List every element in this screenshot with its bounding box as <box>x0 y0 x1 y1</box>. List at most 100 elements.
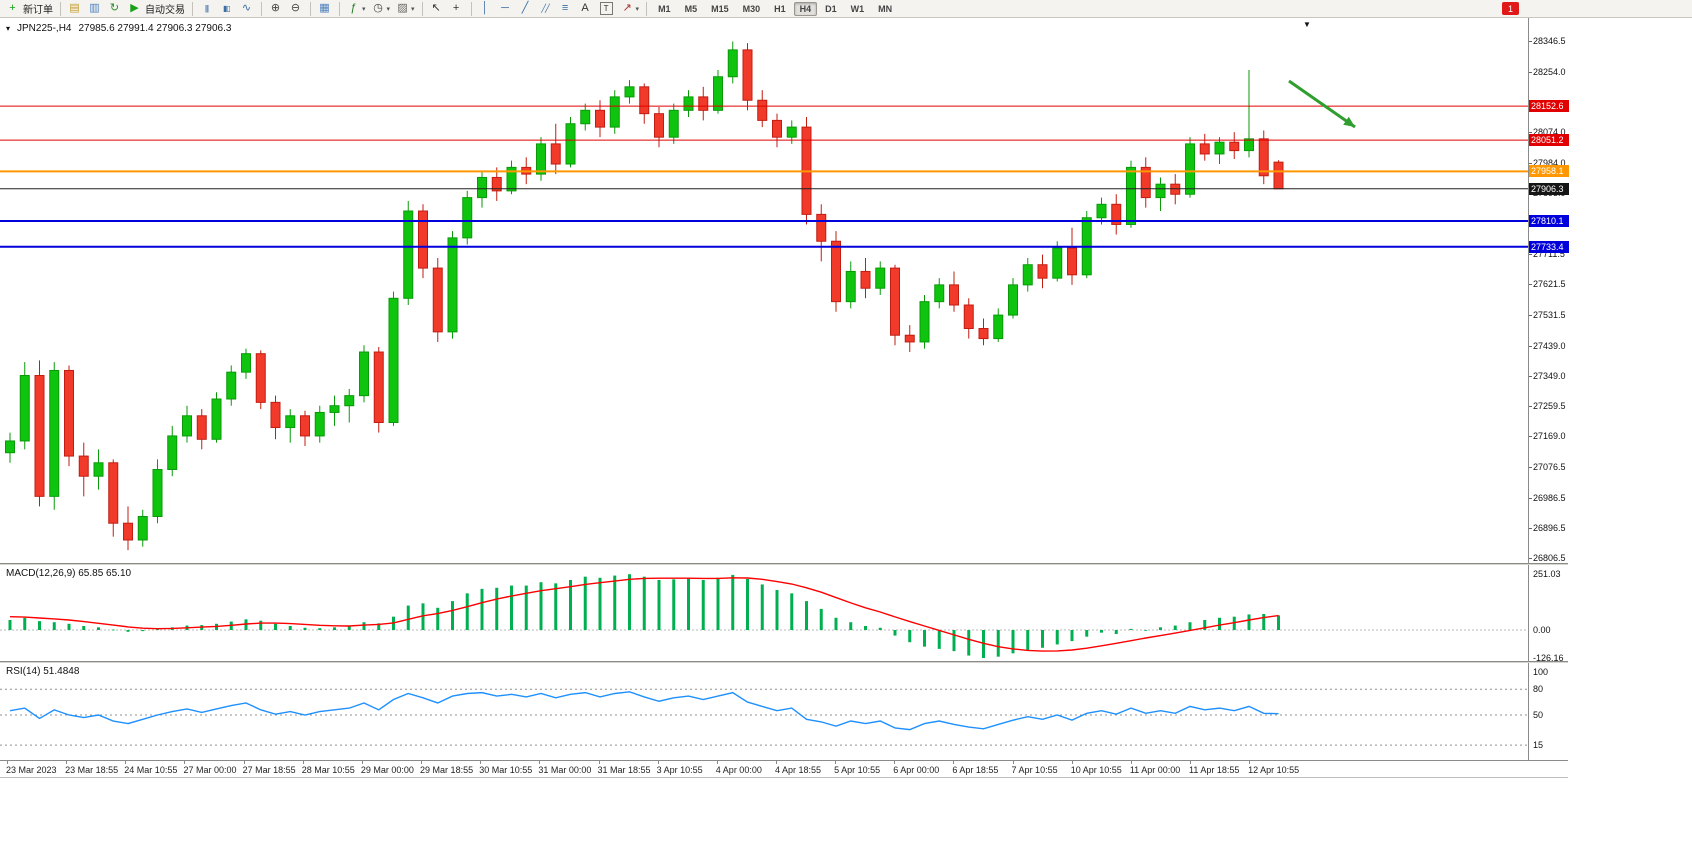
alert-badge[interactable]: 1 <box>1502 2 1519 15</box>
candlestick <box>167 425 178 477</box>
panel-separator-macd[interactable] <box>0 563 1568 565</box>
price-axis-tick <box>1529 284 1532 286</box>
chevron-down-icon[interactable]: ▾ <box>411 5 415 13</box>
time-axis-tick <box>421 761 423 764</box>
timeframe-button-m30[interactable]: M30 <box>742 3 761 14</box>
fibonacci-icon: ≡ <box>561 2 569 14</box>
timeframe-button-m15[interactable]: M15 <box>711 3 729 14</box>
channel-button[interactable]: ╱╱ <box>536 1 555 17</box>
candlestick <box>447 231 458 339</box>
autotrading-button[interactable]: ▶ 自动交易 <box>125 1 187 17</box>
time-axis-tick <box>894 761 896 764</box>
tile-windows-button[interactable]: ▦ <box>315 1 334 17</box>
refresh-icon: ↻ <box>109 2 120 14</box>
trendline-icon: ╱ <box>521 2 529 14</box>
price-axis-label: 27711.5 <box>1533 249 1565 260</box>
chevron-down-icon[interactable]: ▾ <box>362 5 366 13</box>
price-axis-tick <box>1529 497 1532 499</box>
vertical-line-button[interactable]: │ <box>476 1 495 17</box>
chevron-down-icon[interactable]: ▾ <box>635 5 640 13</box>
timeframe-button-h4[interactable]: H4 <box>793 1 818 16</box>
horizontal-line-button[interactable]: ─ <box>496 1 515 17</box>
candlestick <box>934 278 945 309</box>
price-axis-label: 27169.0 <box>1533 431 1566 442</box>
candlestick <box>123 506 133 551</box>
symbol-dropdown-icon[interactable]: ▾ <box>6 24 11 33</box>
ohlc-values: 27985.6 27991.4 27906.3 27906.3 <box>78 23 232 34</box>
candlestick <box>1214 137 1225 165</box>
time-axis[interactable]: 23 Mar 2023 23 Mar 18:55 24 Mar 10:55 27 Ma… <box>0 760 1568 778</box>
line-chart-button[interactable]: ∿ <box>237 1 256 17</box>
price-axis-label: 26806.5 <box>1533 552 1566 563</box>
cursor-button[interactable]: ↖ <box>427 1 446 17</box>
timeframe-button-m1[interactable]: M1 <box>658 3 671 14</box>
candlestick <box>1037 254 1048 289</box>
crosshair-icon: + <box>452 2 460 14</box>
price-line-badge: 28152.6 <box>1529 100 1569 113</box>
time-axis-label: 11 Apr 00:00 <box>1129 765 1181 775</box>
indicators-icon: ƒ <box>350 2 357 14</box>
price-axis-tick <box>1529 314 1532 316</box>
time-axis-tick <box>775 761 777 764</box>
text-button[interactable]: A <box>576 1 595 17</box>
data-window-button[interactable]: ▥ <box>85 1 104 17</box>
chart-shift-marker-icon[interactable]: ▼ <box>1303 20 1311 29</box>
time-axis-label: 29 Mar 00:00 <box>360 765 414 775</box>
macd-label: MACD(12,26,9) 65.85 65.10 <box>6 568 132 579</box>
templates-button[interactable]: ▨ ▾ <box>393 1 417 17</box>
time-axis-tick <box>539 761 541 764</box>
time-axis-tick <box>480 761 482 764</box>
new-order-button[interactable]: + 新订单 <box>3 1 55 17</box>
timeframe-button-w1[interactable]: W1 <box>850 3 865 14</box>
timeframe-button-d1[interactable]: D1 <box>825 3 837 14</box>
candlestick <box>963 298 974 339</box>
price-axis[interactable]: 28346.528254.028074.027984.027893.927801… <box>1528 18 1569 760</box>
candlestick <box>182 405 192 443</box>
periods-button[interactable]: ◷ ▾ <box>369 1 393 17</box>
toolbar-separator <box>339 1 340 16</box>
rsi-scale-label: 100 <box>1533 667 1549 677</box>
timeframe-button-h1[interactable]: H1 <box>774 3 786 14</box>
candlestick <box>978 318 989 346</box>
periods-icon: ◷ <box>373 2 383 14</box>
market-watch-button[interactable]: ▤ <box>65 1 84 17</box>
refresh-button[interactable]: ↻ <box>105 1 124 17</box>
crosshair-button[interactable]: + <box>447 1 466 17</box>
fibonacci-button[interactable]: ≡ <box>556 1 575 17</box>
chevron-down-icon[interactable]: ▾ <box>386 5 391 13</box>
time-axis-tick <box>716 761 718 764</box>
price-axis-tick <box>1529 162 1532 164</box>
time-axis-tick <box>1012 761 1014 764</box>
rsi-scale-label: 80 <box>1533 684 1544 695</box>
indicators-button[interactable]: ƒ ▾ <box>344 1 368 17</box>
time-axis-tick <box>1071 761 1073 764</box>
time-axis-tick <box>184 761 186 764</box>
price-axis-tick <box>1529 405 1532 407</box>
candlestick <box>1022 258 1033 292</box>
panel-separator-rsi[interactable] <box>0 661 1568 663</box>
zoom-in-button[interactable]: ⊕ <box>266 1 285 17</box>
arrow-annotation[interactable] <box>1288 79 1356 129</box>
candlestick <box>1140 157 1151 208</box>
text-label-button[interactable]: T <box>596 1 617 17</box>
timeframe-button-mn[interactable]: MN <box>878 3 893 14</box>
price-chart[interactable] <box>0 18 1528 563</box>
candlestick <box>698 86 709 121</box>
price-line-badge: 28051.2 <box>1529 134 1569 147</box>
rsi-panel[interactable] <box>0 663 1528 760</box>
bar-chart-button[interactable]: ||| <box>197 1 216 17</box>
timeframe-button-m5[interactable]: M5 <box>684 3 698 14</box>
time-axis-label: 27 Mar 18:55 <box>242 765 296 775</box>
arrows-button[interactable]: ↗ ▾ <box>618 1 642 17</box>
candlestick <box>860 258 871 299</box>
candlestick <box>919 294 930 349</box>
price-axis-label: 27259.5 <box>1533 400 1566 411</box>
price-line-badge: 27958.1 <box>1529 165 1569 178</box>
candlestick-chart-button[interactable]: ▮▯ <box>217 1 236 17</box>
symbol-period-label: JPN225-,H4 <box>17 23 72 34</box>
zoom-out-button[interactable]: ⊖ <box>286 1 305 17</box>
macd-panel[interactable] <box>0 565 1528 661</box>
trendline-button[interactable]: ╱ <box>516 1 535 17</box>
price-axis-label: 27984.0 <box>1533 157 1566 168</box>
macd-histogram <box>8 574 1280 659</box>
